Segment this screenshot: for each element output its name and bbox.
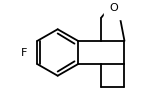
- Text: F: F: [20, 47, 27, 58]
- Text: O: O: [110, 3, 118, 13]
